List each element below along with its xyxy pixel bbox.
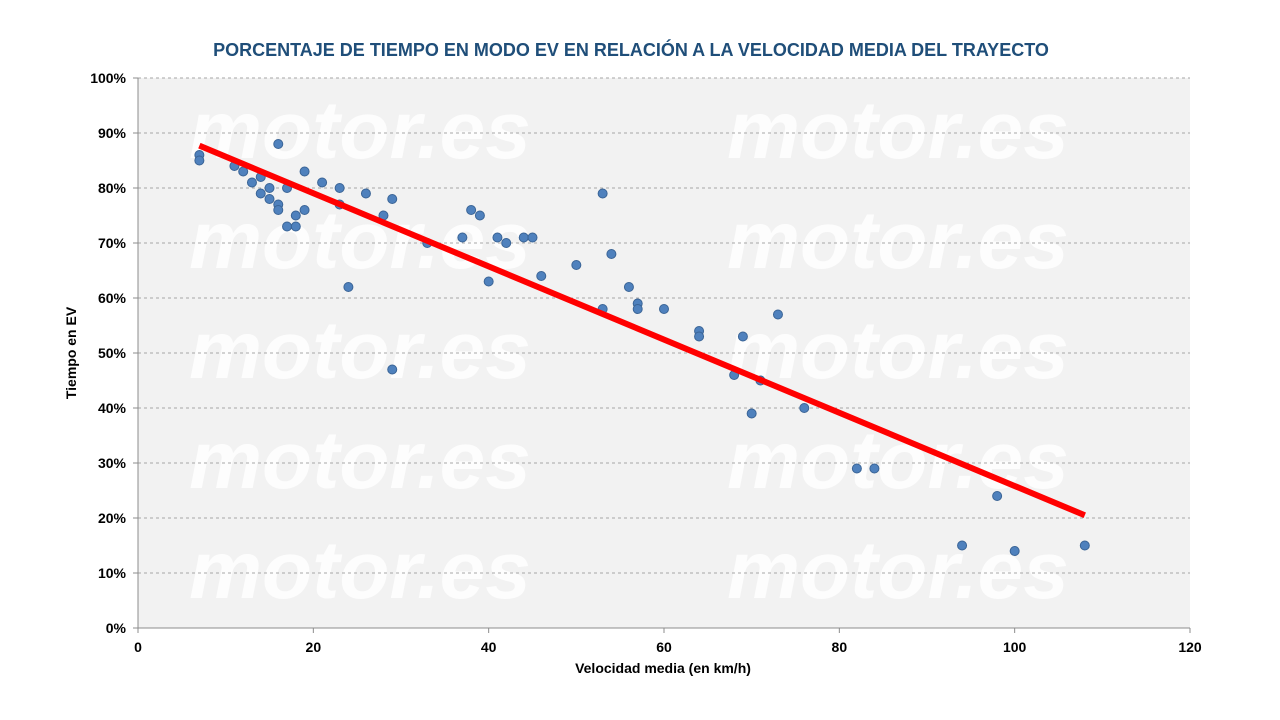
data-point <box>1079 540 1090 551</box>
watermark-text: motor.es <box>727 305 1069 396</box>
axis-lines <box>133 77 1191 633</box>
y-tick-label: 70% <box>98 235 127 251</box>
data-point <box>290 210 301 221</box>
data-point <box>255 188 266 199</box>
watermark-text: motor.es <box>189 305 531 396</box>
data-point <box>299 166 310 177</box>
watermark-text: motor.es <box>727 195 1069 286</box>
x-tick-label: 60 <box>656 639 672 655</box>
data-point <box>387 364 398 375</box>
data-point <box>527 232 538 243</box>
watermark-text: motor.es <box>727 415 1069 506</box>
data-point <box>334 183 345 193</box>
y-tick-label: 30% <box>98 455 127 471</box>
data-point <box>492 232 503 243</box>
data-point <box>659 304 669 314</box>
data-point <box>571 260 582 270</box>
data-point <box>518 232 529 243</box>
data-point <box>851 463 862 474</box>
data-point <box>632 304 643 314</box>
data-point <box>746 408 757 419</box>
trendline <box>198 142 1086 519</box>
data-point <box>387 194 398 204</box>
y-tick-label: 50% <box>98 345 127 361</box>
y-axis-label: Tiempo en EV <box>63 306 79 399</box>
x-tick-label: 80 <box>832 639 848 655</box>
data-point <box>737 331 748 342</box>
data-point <box>474 210 485 221</box>
data-point <box>290 221 301 232</box>
y-tick-label: 20% <box>98 510 127 526</box>
y-tick-label: 90% <box>98 125 127 141</box>
data-point <box>772 309 783 320</box>
chart-title: PORCENTAJE DE TIEMPO EN MODO EV EN RELAC… <box>213 39 1049 60</box>
data-point <box>483 276 494 287</box>
data-point <box>194 155 205 166</box>
data-point <box>606 249 617 259</box>
data-point <box>317 177 328 188</box>
x-axis-label: Velocidad media (en km/h) <box>575 660 751 676</box>
y-tick-label: 0% <box>106 620 127 636</box>
y-axis-ticks: 0% 10% 20% 30% 40% 50% 60% 70% 80% 90% 100% <box>90 70 126 636</box>
data-point <box>457 232 468 243</box>
watermark-text: motor.es <box>189 195 531 286</box>
watermark-text: motor.es <box>189 85 531 176</box>
x-tick-label: 0 <box>134 639 142 655</box>
grid-lines <box>138 77 1190 574</box>
data-point <box>501 238 512 248</box>
data-point <box>597 188 608 199</box>
data-point <box>992 491 1003 501</box>
x-axis-ticks: 0 20 40 60 80 100 120 <box>134 639 1202 655</box>
data-point <box>273 139 284 149</box>
data-point <box>360 188 371 199</box>
x-tick-label: 100 <box>1003 639 1027 655</box>
data-point <box>264 194 275 204</box>
data-point <box>694 331 705 342</box>
watermark-text: motor.es <box>189 415 531 506</box>
data-point <box>466 205 477 215</box>
watermark-text: motor.es <box>727 525 1069 616</box>
data-point <box>282 221 293 232</box>
data-point <box>343 282 354 292</box>
y-tick-label: 40% <box>98 400 127 416</box>
trendline-layer <box>198 142 1086 519</box>
data-point <box>869 463 880 474</box>
watermark-text: motor.es <box>727 85 1069 176</box>
x-tick-label: 120 <box>1178 639 1202 655</box>
y-tick-label: 60% <box>98 290 127 306</box>
data-point <box>264 183 275 193</box>
data-point <box>299 205 310 215</box>
data-point <box>957 540 968 551</box>
data-point <box>799 403 810 413</box>
x-tick-label: 40 <box>481 639 497 655</box>
data-point <box>246 177 257 188</box>
y-tick-label: 100% <box>90 70 126 86</box>
y-tick-label: 10% <box>98 565 127 581</box>
x-tick-label: 20 <box>306 639 322 655</box>
y-tick-label: 80% <box>98 180 127 196</box>
data-point <box>273 205 284 215</box>
watermark-text: motor.es <box>189 525 531 616</box>
data-point <box>536 271 547 281</box>
data-point <box>1009 546 1020 556</box>
data-point <box>623 282 634 292</box>
